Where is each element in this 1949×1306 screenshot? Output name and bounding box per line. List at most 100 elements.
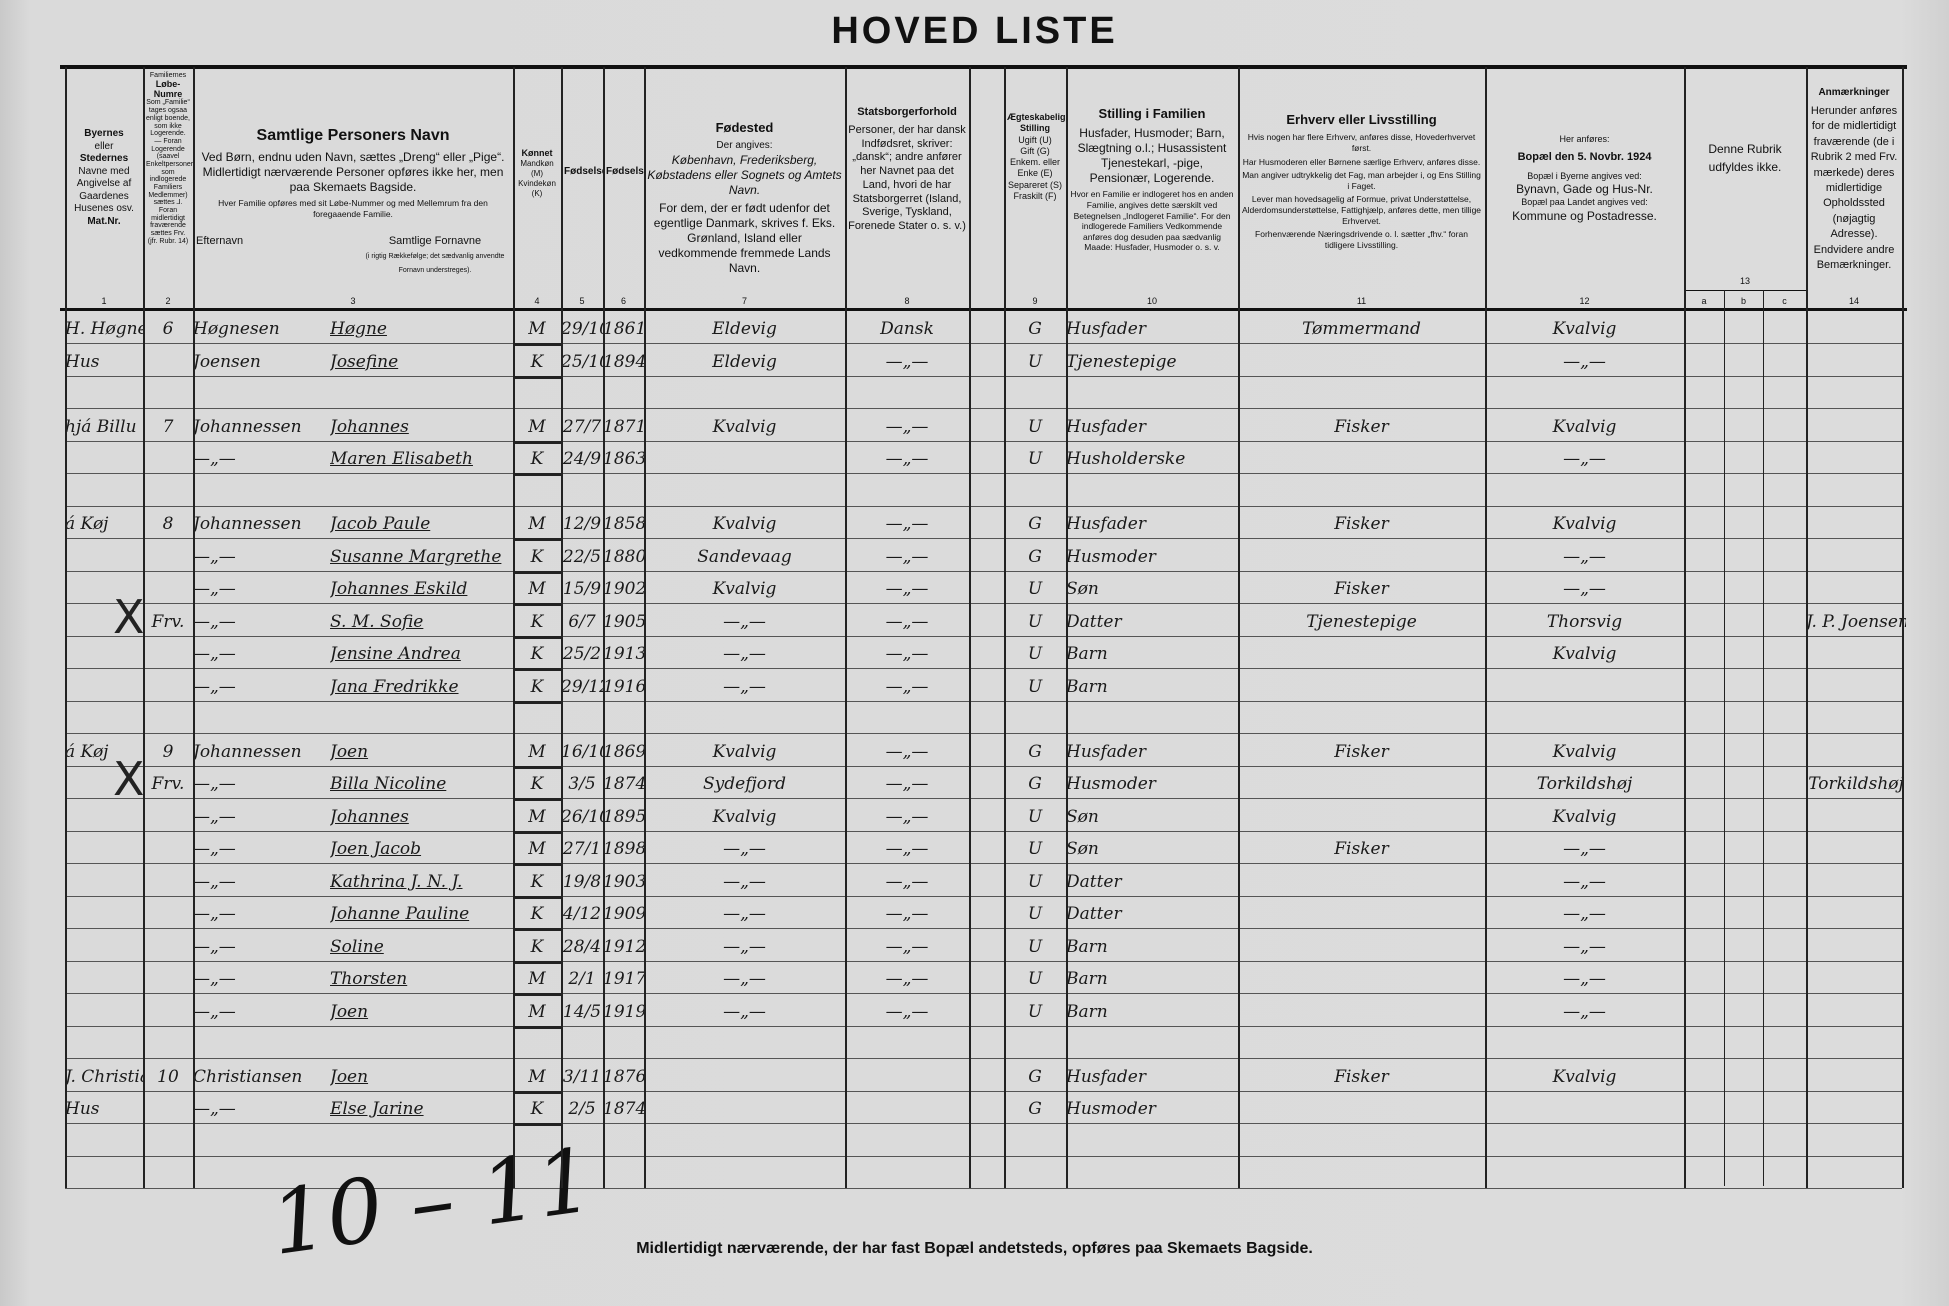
cell-given: Jana Fredrikke — [330, 676, 459, 697]
page-title: HOVED LISTE — [831, 10, 1118, 52]
cell-marital: U — [1027, 644, 1043, 664]
cell-marital: U — [1027, 806, 1043, 827]
cell-residence: Kvalvig — [1552, 806, 1617, 827]
cell-day: 3/5 — [568, 774, 596, 794]
cell-sur: —„— — [193, 904, 236, 924]
table-row: Frv. —„— S. M. Sofie K 6/7 1905 —„— —„— U Datter T… — [65, 590, 1906, 644]
header-text: Hvis nogen har flere Erhverv, anføres di… — [1247, 132, 1476, 153]
header-col-5: Fødselsdag — [561, 68, 603, 306]
cell-born: —„— — [723, 676, 766, 697]
cell-marital: G — [1028, 514, 1042, 534]
cell-year: 1871 — [603, 416, 644, 437]
column-rule — [969, 67, 971, 1188]
cell-sur: —„— — [193, 546, 236, 567]
cell-year: 1917 — [603, 969, 644, 989]
cell-sex: M — [513, 506, 561, 541]
cell-born: —„— — [723, 969, 766, 989]
cell-sex: K — [513, 669, 561, 704]
header-text: København, Frederiksberg, Købstadens ell… — [647, 152, 842, 197]
header-text: Der angives: — [716, 140, 773, 152]
header-col-1: Byernes eller Stedernes Navne med Angive… — [65, 68, 143, 306]
cell-given: Johannes — [330, 806, 409, 827]
cell-day: 2/5 — [568, 1099, 596, 1119]
column-number: 14 — [1848, 296, 1859, 306]
header-text: Familiernes — [149, 72, 187, 79]
cell-marital: U — [1027, 936, 1043, 957]
cell-day: 16/10 — [561, 741, 603, 762]
header-sub-a: a — [1701, 296, 1707, 306]
cell-position: Søn — [1066, 839, 1099, 859]
cell-day: 22/5 — [562, 546, 602, 567]
cell-citizen: —„— — [885, 449, 929, 469]
cell-residence: —„— — [1563, 579, 1606, 599]
header-text: Fraskilt (F) — [1013, 190, 1057, 201]
cell-born: —„— — [723, 904, 766, 924]
cell-year: 1909 — [603, 904, 644, 924]
cell-fam: Frv. — [151, 774, 185, 794]
table-row: —„— Johanne Pauline K 4/12 1909 —„— —„— U Datter… — [65, 896, 1902, 931]
header-col-4: Kønnet Mandkøn (M) Kvindekøn (K) — [513, 68, 561, 306]
blank-row — [65, 1124, 1902, 1157]
cell-residence: —„— — [1563, 839, 1606, 859]
header-title: Fødested — [715, 120, 774, 135]
column-rule — [1066, 67, 1068, 1188]
cell-occupation: Fisker — [1334, 1066, 1389, 1087]
column-rule — [1684, 67, 1686, 1188]
column-rule — [193, 67, 195, 1188]
cell-given: S. M. Sofie — [330, 611, 424, 632]
cell-residence: Kvalvig — [1552, 741, 1617, 762]
cell-position: Barn — [1066, 969, 1108, 989]
cell-sur: —„— — [193, 806, 236, 827]
cell-occupation: Tømmermand — [1302, 319, 1421, 339]
cell-citizen: —„— — [885, 839, 929, 859]
cell-sex: M — [513, 994, 561, 1029]
cell-marital: U — [1027, 676, 1043, 697]
header-text: Har Husmoderen eller Børnene særlige Erh… — [1242, 156, 1481, 167]
cell-year: 1912 — [603, 936, 644, 957]
cell-marital: U — [1027, 449, 1043, 469]
cell-given: Else Jarine — [330, 1099, 424, 1119]
cell-marital: G — [1028, 1066, 1042, 1087]
header-text: Separeret (S) — [1007, 179, 1063, 190]
header-title: Samtlige Personers Navn — [256, 127, 450, 144]
cell-year: 1861 — [603, 319, 644, 339]
cell-day: 25/2 — [562, 644, 602, 664]
column-rule — [1902, 67, 1904, 1188]
cell-remark: Torkildshøj — [1808, 774, 1904, 794]
cell-born: Kvalvig — [712, 579, 777, 599]
cell-year: 1916 — [603, 676, 644, 697]
cell-year: 1880 — [603, 546, 644, 567]
table-row: —„— Kathrina J. N. J. K 19/8 1903 —„— —„— U Datt… — [65, 864, 1902, 899]
header-col-7: Fødested Der angives: København, Frederi… — [644, 68, 845, 306]
cell-place: hjá Billu — [65, 416, 137, 437]
cell-day: 12/9 — [562, 514, 602, 534]
cell-year: 1869 — [603, 741, 644, 762]
cell-sur: —„— — [193, 936, 236, 957]
cell-born: —„— — [723, 871, 766, 892]
cell-residence: —„— — [1563, 1001, 1606, 1022]
cell-citizen: —„— — [885, 351, 929, 372]
cell-place: á Køj — [65, 514, 109, 534]
cell-marital: U — [1027, 871, 1043, 892]
column-rule — [1485, 67, 1487, 1188]
cell-occupation: Tjenestepige — [1306, 611, 1417, 632]
table-row: —„— Jana Fredrikke K29/121916 —„— —„— U Barn — [65, 669, 1902, 704]
cell-position: Husfader — [1066, 416, 1146, 437]
header-text: Husfader, Husmoder; Barn, Slægtning o.l.… — [1077, 126, 1227, 186]
column-rule — [1763, 290, 1764, 1186]
header-text: Ugift (U) — [1018, 134, 1052, 145]
cell-given: Jacob Paule — [330, 514, 431, 534]
column-rule — [603, 67, 605, 1188]
cell-position: Husfader — [1066, 319, 1146, 339]
cell-occupation: Fisker — [1334, 579, 1389, 599]
column-rule — [561, 67, 563, 1188]
cell-residence: —„— — [1563, 969, 1606, 989]
column-number: 12 — [1579, 296, 1590, 306]
cell-place: á Køj — [65, 741, 109, 762]
header-col-11: Erhverv eller Livsstilling Hvis nogen ha… — [1238, 68, 1485, 306]
cell-marital: G — [1028, 774, 1042, 794]
table-row: H. Høgnesen 6 Høgnesen Høgne M29/101861 Eldev… — [65, 311, 1902, 346]
header-col-8: Statsborgerforhold Personer, der har dan… — [845, 68, 969, 306]
cell-year: 1895 — [603, 806, 644, 827]
cell-day: 25/10 — [561, 351, 603, 372]
